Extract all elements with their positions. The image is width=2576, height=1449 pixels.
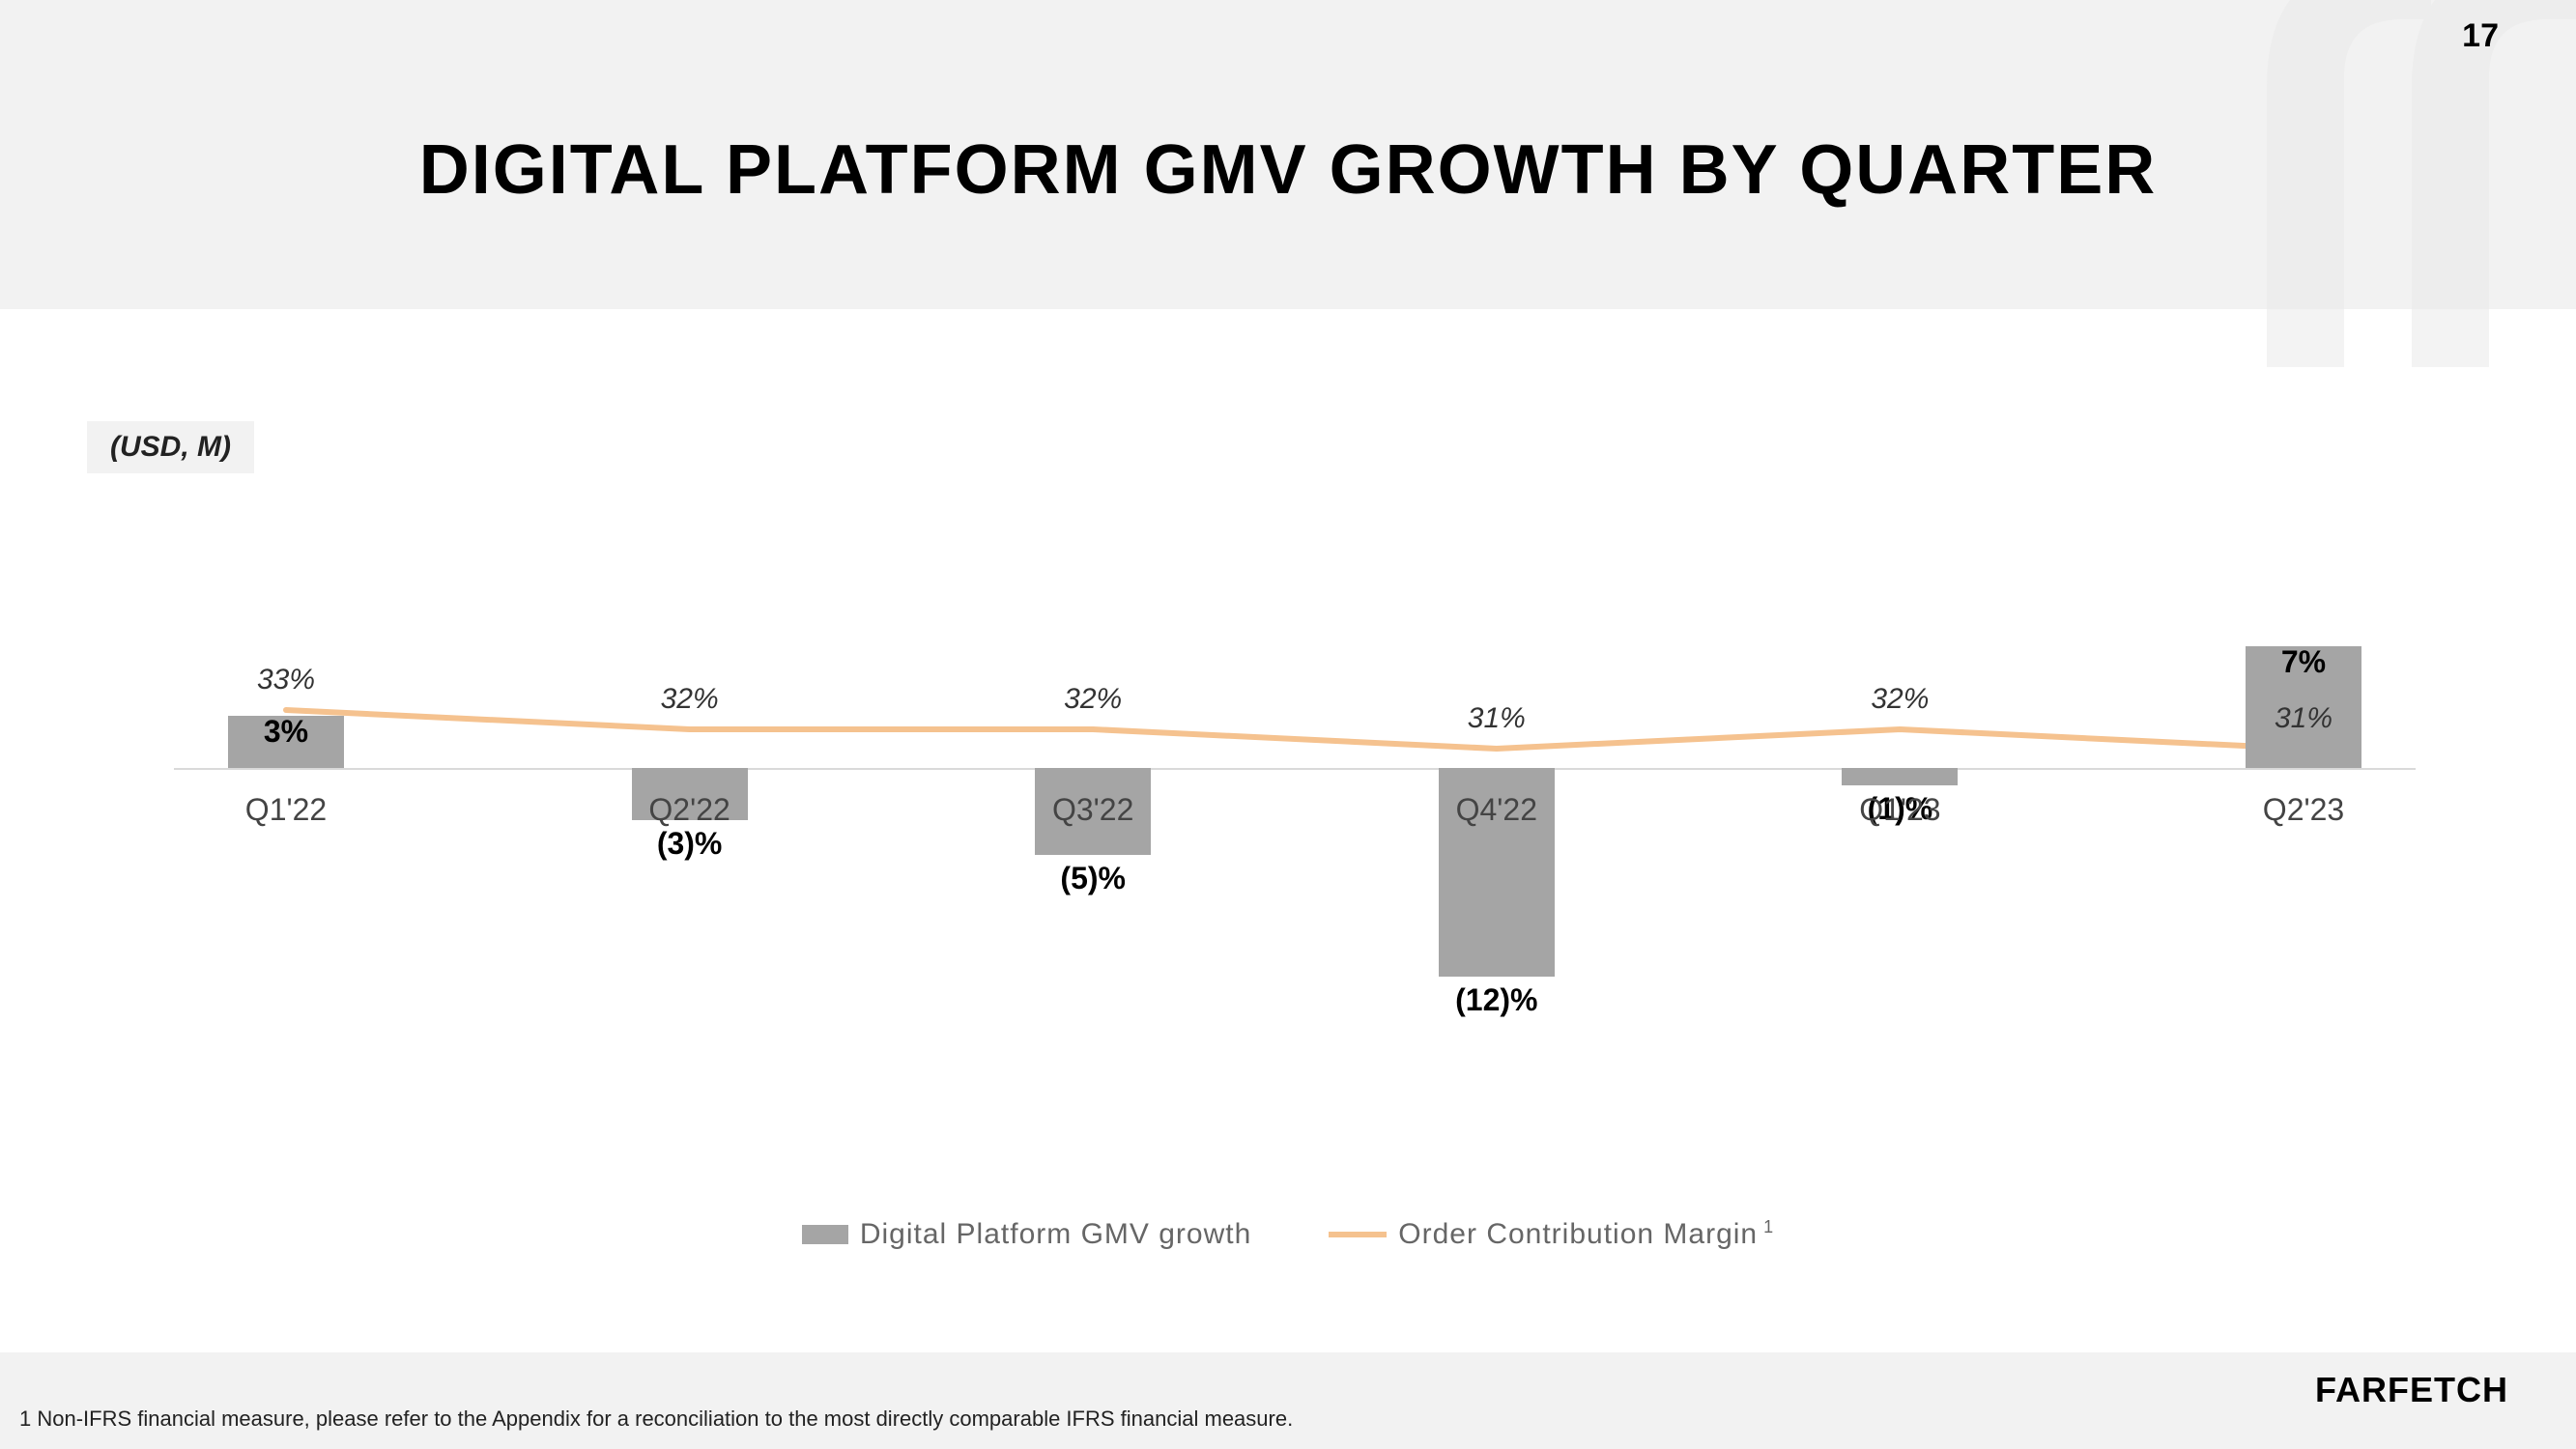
slide-title: DIGITAL PLATFORM GMV GROWTH BY QUARTER (0, 130, 2576, 210)
margin-line-svg (174, 502, 2416, 1159)
legend-superscript: 1 (1758, 1217, 1774, 1236)
bar-value-label: (12)% (1455, 982, 1537, 1018)
bar (1842, 768, 1958, 785)
bar-value-label: 3% (264, 714, 308, 750)
legend-swatch-line (1329, 1232, 1387, 1237)
margin-line (286, 710, 2304, 749)
bar-value-label: 7% (2281, 644, 2326, 680)
x-axis-label: Q4'22 (1456, 792, 1537, 828)
x-axis-label: Q1'22 (245, 792, 327, 828)
bar-value-label: (3)% (657, 826, 723, 862)
legend-item: Order Contribution Margin 1 (1329, 1217, 1774, 1251)
brand-logo: FARFETCH (2315, 1370, 2508, 1410)
footer-band (0, 1352, 2576, 1449)
line-value-label: 33% (257, 664, 315, 696)
bar-value-label: (5)% (1060, 861, 1126, 896)
legend-label: Digital Platform GMV growth (860, 1218, 1251, 1250)
x-axis-label: Q2'22 (648, 792, 730, 828)
legend-label: Order Contribution Margin 1 (1398, 1218, 1774, 1250)
unit-label: (USD, M) (87, 421, 254, 473)
chart-legend: Digital Platform GMV growth Order Contrib… (0, 1217, 2576, 1251)
line-value-label: 32% (1871, 683, 1929, 716)
legend-item: Digital Platform GMV growth (802, 1218, 1251, 1251)
slide: 17 DIGITAL PLATFORM GMV GROWTH BY QUARTE… (0, 0, 2576, 1449)
line-value-label: 32% (661, 683, 719, 716)
footnote: 1 Non-IFRS financial measure, please ref… (19, 1406, 1293, 1432)
x-axis-label: Q3'22 (1052, 792, 1133, 828)
x-axis-label: Q2'23 (2263, 792, 2344, 828)
x-axis-label: Q1'23 (1859, 792, 1940, 828)
page-number: 17 (2462, 17, 2499, 55)
line-value-label: 32% (1064, 683, 1122, 716)
line-value-label: 31% (2275, 702, 2333, 735)
gmv-growth-chart: 3%Q1'22(3)%Q2'22(5)%Q3'22(12)%Q4'22(1)%Q… (174, 502, 2416, 1159)
legend-swatch-bar (802, 1225, 848, 1244)
line-value-label: 31% (1468, 702, 1526, 735)
